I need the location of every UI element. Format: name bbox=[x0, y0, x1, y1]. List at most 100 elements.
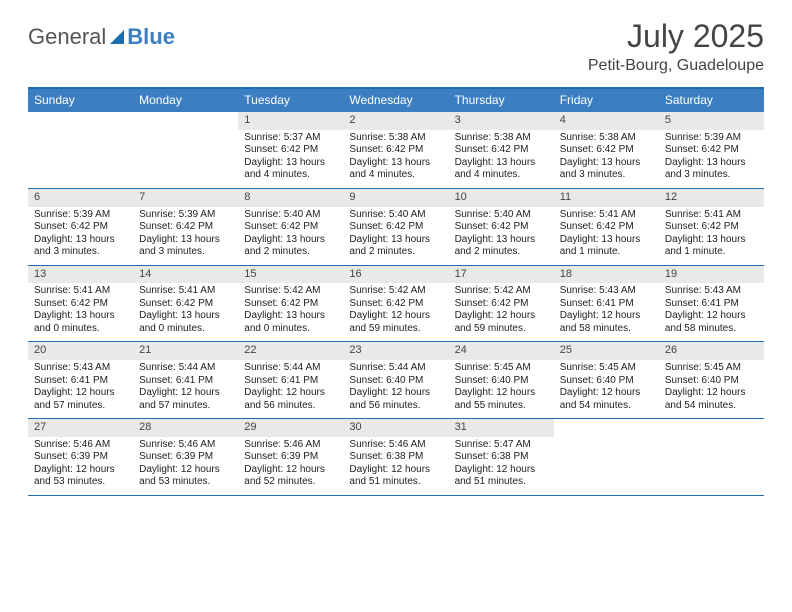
sunrise-label: Sunrise: bbox=[349, 209, 386, 220]
daylight-line: Daylight: 13 hours and 0 minutes. bbox=[139, 310, 232, 335]
day-number: 21 bbox=[133, 342, 238, 360]
daylight-line: Daylight: 13 hours and 2 minutes. bbox=[349, 234, 442, 259]
day-body: Sunrise: 5:44 AMSunset: 6:41 PMDaylight:… bbox=[133, 360, 238, 418]
sunrise-label: Sunrise: bbox=[665, 132, 702, 143]
sunset-value: 6:41 PM bbox=[71, 375, 108, 386]
day-body: Sunrise: 5:38 AMSunset: 6:42 PMDaylight:… bbox=[449, 130, 554, 188]
sunset-value: 6:42 PM bbox=[71, 221, 108, 232]
sunrise-line: Sunrise: 5:39 AM bbox=[139, 209, 232, 222]
daylight-line: Daylight: 12 hours and 59 minutes. bbox=[349, 310, 442, 335]
sunrise-line: Sunrise: 5:40 AM bbox=[349, 209, 442, 222]
dow-saturday: Saturday bbox=[659, 89, 764, 112]
sunrise-label: Sunrise: bbox=[139, 209, 176, 220]
day-body: Sunrise: 5:38 AMSunset: 6:42 PMDaylight:… bbox=[554, 130, 659, 188]
empty-cell bbox=[28, 112, 133, 188]
logo-word-2: Blue bbox=[127, 24, 175, 50]
sunset-value: 6:42 PM bbox=[281, 221, 318, 232]
sunset-line: Sunset: 6:42 PM bbox=[455, 298, 548, 311]
sunset-value: 6:40 PM bbox=[702, 375, 739, 386]
day-body: Sunrise: 5:41 AMSunset: 6:42 PMDaylight:… bbox=[659, 207, 764, 265]
sunrise-value: 5:41 AM bbox=[599, 209, 636, 220]
daylight-label: Daylight: bbox=[665, 234, 704, 245]
sunset-value: 6:40 PM bbox=[386, 375, 423, 386]
sunrise-label: Sunrise: bbox=[244, 132, 281, 143]
sunrise-value: 5:38 AM bbox=[599, 132, 636, 143]
sunrise-value: 5:46 AM bbox=[73, 439, 110, 450]
daylight-line: Daylight: 12 hours and 53 minutes. bbox=[34, 464, 127, 489]
day-number: 12 bbox=[659, 189, 764, 207]
day-body: Sunrise: 5:45 AMSunset: 6:40 PMDaylight:… bbox=[659, 360, 764, 418]
sunset-line: Sunset: 6:42 PM bbox=[665, 221, 758, 234]
day-number: 8 bbox=[238, 189, 343, 207]
sunset-label: Sunset: bbox=[665, 144, 699, 155]
brand-logo: General Blue bbox=[28, 24, 175, 50]
sunrise-line: Sunrise: 5:46 AM bbox=[139, 439, 232, 452]
sunrise-label: Sunrise: bbox=[560, 362, 597, 373]
day-number: 9 bbox=[343, 189, 448, 207]
day-body: Sunrise: 5:39 AMSunset: 6:42 PMDaylight:… bbox=[28, 207, 133, 265]
triangle-icon bbox=[110, 30, 124, 44]
daylight-line: Daylight: 12 hours and 58 minutes. bbox=[665, 310, 758, 335]
sunset-label: Sunset: bbox=[455, 451, 489, 462]
sunrise-line: Sunrise: 5:43 AM bbox=[665, 285, 758, 298]
sunrise-label: Sunrise: bbox=[665, 362, 702, 373]
sunrise-value: 5:44 AM bbox=[179, 362, 216, 373]
daylight-label: Daylight: bbox=[455, 464, 494, 475]
sunset-label: Sunset: bbox=[349, 375, 383, 386]
day-body: Sunrise: 5:46 AMSunset: 6:39 PMDaylight:… bbox=[238, 437, 343, 495]
daylight-line: Daylight: 13 hours and 1 minute. bbox=[560, 234, 653, 259]
calendar: SundayMondayTuesdayWednesdayThursdayFrid… bbox=[28, 87, 764, 496]
day-number: 2 bbox=[343, 112, 448, 130]
sunrise-line: Sunrise: 5:41 AM bbox=[139, 285, 232, 298]
sunset-value: 6:42 PM bbox=[596, 221, 633, 232]
day-cell: 14Sunrise: 5:41 AMSunset: 6:42 PMDayligh… bbox=[133, 266, 238, 342]
sunrise-label: Sunrise: bbox=[244, 439, 281, 450]
sunset-label: Sunset: bbox=[244, 221, 278, 232]
sunset-label: Sunset: bbox=[560, 144, 594, 155]
sunset-label: Sunset: bbox=[34, 221, 68, 232]
daylight-label: Daylight: bbox=[244, 464, 283, 475]
location-subtitle: Petit-Bourg, Guadeloupe bbox=[588, 57, 764, 75]
sunrise-label: Sunrise: bbox=[560, 285, 597, 296]
sunset-label: Sunset: bbox=[455, 221, 489, 232]
day-number: 23 bbox=[343, 342, 448, 360]
day-number: 4 bbox=[554, 112, 659, 130]
day-cell: 6Sunrise: 5:39 AMSunset: 6:42 PMDaylight… bbox=[28, 189, 133, 265]
day-number: 20 bbox=[28, 342, 133, 360]
day-number: 27 bbox=[28, 419, 133, 437]
daylight-label: Daylight: bbox=[560, 310, 599, 321]
day-cell: 21Sunrise: 5:44 AMSunset: 6:41 PMDayligh… bbox=[133, 342, 238, 418]
sunrise-label: Sunrise: bbox=[349, 132, 386, 143]
day-body: Sunrise: 5:46 AMSunset: 6:39 PMDaylight:… bbox=[133, 437, 238, 495]
sunrise-label: Sunrise: bbox=[560, 209, 597, 220]
daylight-label: Daylight: bbox=[455, 387, 494, 398]
sunrise-value: 5:39 AM bbox=[179, 209, 216, 220]
day-number: 18 bbox=[554, 266, 659, 284]
sunrise-value: 5:43 AM bbox=[704, 285, 741, 296]
sunset-value: 6:42 PM bbox=[71, 298, 108, 309]
day-body: Sunrise: 5:43 AMSunset: 6:41 PMDaylight:… bbox=[28, 360, 133, 418]
daylight-label: Daylight: bbox=[139, 310, 178, 321]
sunset-value: 6:42 PM bbox=[386, 144, 423, 155]
day-body: Sunrise: 5:43 AMSunset: 6:41 PMDaylight:… bbox=[659, 283, 764, 341]
sunset-label: Sunset: bbox=[455, 144, 489, 155]
daylight-label: Daylight: bbox=[349, 310, 388, 321]
day-body: Sunrise: 5:47 AMSunset: 6:38 PMDaylight:… bbox=[449, 437, 554, 495]
calendar-page: General Blue July 2025 Petit-Bourg, Guad… bbox=[0, 0, 792, 516]
daylight-line: Daylight: 12 hours and 54 minutes. bbox=[560, 387, 653, 412]
sunset-line: Sunset: 6:40 PM bbox=[560, 375, 653, 388]
sunset-value: 6:42 PM bbox=[281, 144, 318, 155]
weeks-container: 1Sunrise: 5:37 AMSunset: 6:42 PMDaylight… bbox=[28, 112, 764, 496]
daylight-line: Daylight: 12 hours and 54 minutes. bbox=[665, 387, 758, 412]
day-cell: 26Sunrise: 5:45 AMSunset: 6:40 PMDayligh… bbox=[659, 342, 764, 418]
daylight-label: Daylight: bbox=[34, 387, 73, 398]
day-body: Sunrise: 5:38 AMSunset: 6:42 PMDaylight:… bbox=[343, 130, 448, 188]
sunrise-line: Sunrise: 5:43 AM bbox=[560, 285, 653, 298]
sunset-line: Sunset: 6:40 PM bbox=[665, 375, 758, 388]
day-number: 29 bbox=[238, 419, 343, 437]
daylight-line: Daylight: 12 hours and 51 minutes. bbox=[455, 464, 548, 489]
day-number: 6 bbox=[28, 189, 133, 207]
day-number: 15 bbox=[238, 266, 343, 284]
day-cell: 1Sunrise: 5:37 AMSunset: 6:42 PMDaylight… bbox=[238, 112, 343, 188]
day-body: Sunrise: 5:46 AMSunset: 6:38 PMDaylight:… bbox=[343, 437, 448, 495]
